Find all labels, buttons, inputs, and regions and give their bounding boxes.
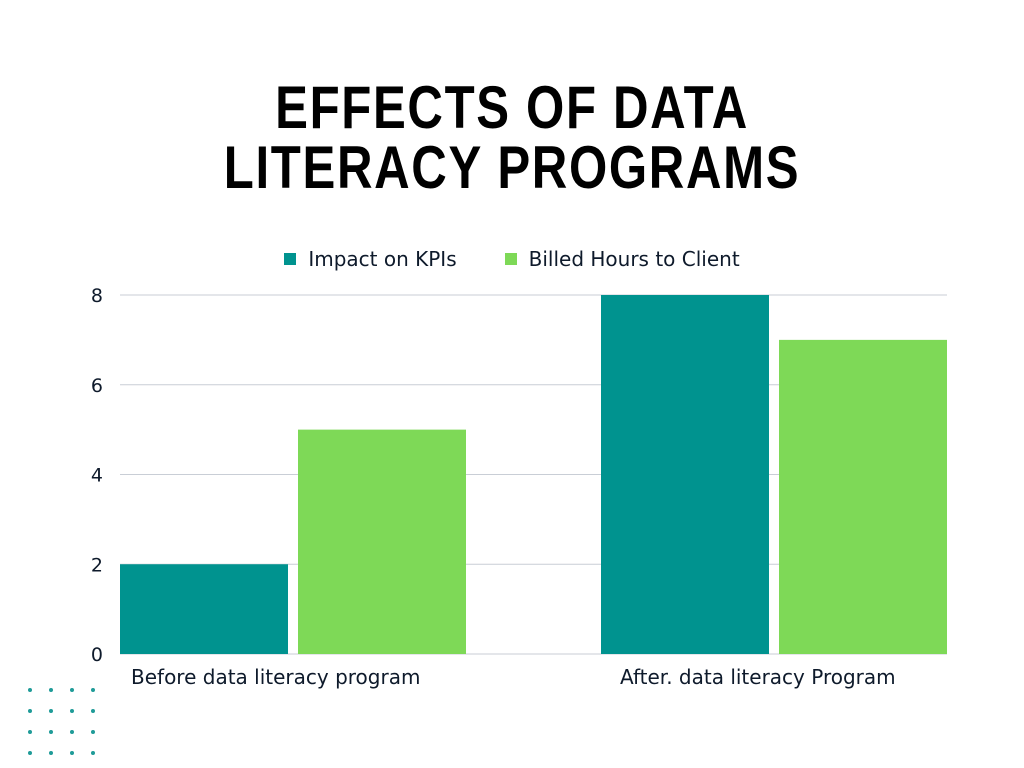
decorative-dot	[91, 688, 95, 692]
y-tick-label: 2	[91, 554, 103, 576]
decorative-dot-grid	[28, 688, 108, 762]
y-tick-label: 8	[91, 285, 103, 307]
legend-swatch-impact-on-kpis	[284, 253, 297, 265]
decorative-dot	[91, 730, 95, 734]
decorative-dot	[91, 709, 95, 713]
legend-swatch-billed-hours	[504, 253, 517, 265]
chart-legend: Impact on KPIs Billed Hours to Client	[0, 245, 1024, 273]
x-category-label: After. data literacy Program	[620, 665, 896, 689]
chart-title-line-1: EFFECTS OF DATA	[275, 74, 749, 141]
decorative-dot	[28, 730, 32, 734]
legend-label-billed-hours: Billed Hours to Client	[528, 247, 740, 271]
y-axis: 0 2 4 6 8	[91, 285, 103, 666]
decorative-dot	[28, 751, 32, 755]
x-axis: Before data literacy program After. data …	[131, 665, 896, 689]
decorative-dot	[49, 730, 53, 734]
bar-billed-hours-0	[298, 429, 466, 654]
bar-billed-hours-1	[779, 339, 947, 654]
decorative-dot	[70, 751, 74, 755]
decorative-dot	[70, 730, 74, 734]
chart-title: EFFECTS OF DATA LITERACY PROGRAMS	[92, 78, 932, 198]
decorative-dot	[49, 751, 53, 755]
bar-impact-on-kpis-1	[601, 295, 769, 654]
x-category-label: Before data literacy program	[131, 665, 420, 689]
y-tick-label: 6	[91, 375, 103, 397]
bar-impact-on-kpis-0	[120, 564, 288, 654]
decorative-dot	[28, 709, 32, 713]
legend-label-impact-on-kpis: Impact on KPIs	[308, 247, 457, 271]
y-tick-label: 0	[91, 644, 103, 666]
decorative-dot	[49, 688, 53, 692]
decorative-dot	[49, 709, 53, 713]
bars	[120, 295, 947, 654]
legend-item-billed-hours: Billed Hours to Client	[504, 247, 740, 271]
chart-title-line-2: LITERACY PROGRAMS	[223, 134, 801, 201]
decorative-dot	[70, 709, 74, 713]
y-tick-label: 4	[91, 465, 103, 487]
decorative-dot	[91, 751, 95, 755]
decorative-dot	[28, 688, 32, 692]
decorative-dot	[70, 688, 74, 692]
legend-item-impact-on-kpis: Impact on KPIs	[284, 247, 457, 271]
